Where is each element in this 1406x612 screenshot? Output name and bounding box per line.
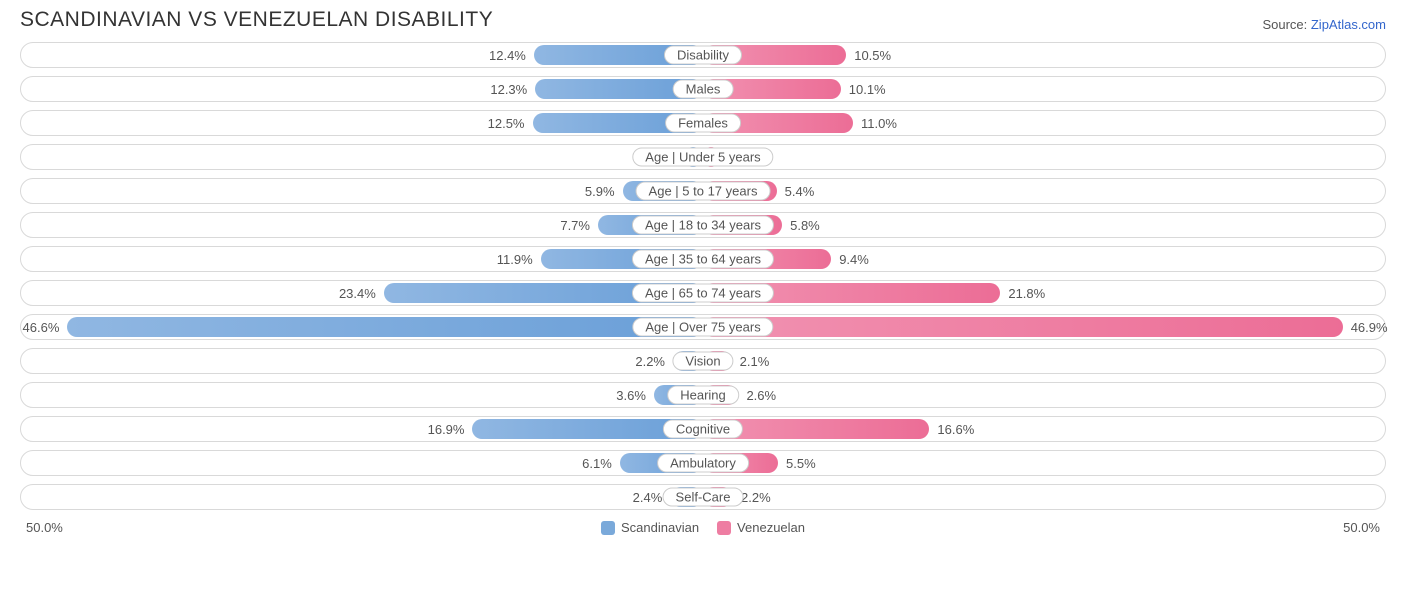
- chart-row: 11.9% 9.4% Age | 35 to 64 years: [20, 246, 1386, 272]
- chart-row: 12.5% 11.0% Females: [20, 110, 1386, 136]
- value-label-right: 10.1%: [841, 77, 886, 101]
- legend-item-left: Scandinavian: [601, 520, 699, 535]
- legend-swatch-right: [717, 521, 731, 535]
- value-label-right: 2.1%: [732, 349, 770, 373]
- axis-max-right: 50.0%: [1343, 520, 1380, 535]
- bar-right: [703, 317, 1343, 337]
- value-label-left: 7.7%: [560, 213, 598, 237]
- source-prefix: Source:: [1262, 17, 1310, 32]
- chart-row: 3.6% 2.6%Hearing: [20, 382, 1386, 408]
- category-label: Cognitive: [663, 420, 743, 439]
- category-label: Hearing: [667, 386, 739, 405]
- chart-row: 23.4% 21.8% Age | 65 to 74 years: [20, 280, 1386, 306]
- value-label-right: 5.4%: [777, 179, 815, 203]
- legend-label-left: Scandinavian: [621, 520, 699, 535]
- value-label-left: 46.6%: [23, 315, 68, 339]
- axis-max-left: 50.0%: [26, 520, 63, 535]
- bar-left: [67, 317, 703, 337]
- value-label-right: 2.6%: [738, 383, 776, 407]
- chart-row: 5.9% 5.4% Age | 5 to 17 years: [20, 178, 1386, 204]
- chart-row: 7.7% 5.8% Age | 18 to 34 years: [20, 212, 1386, 238]
- legend-swatch-left: [601, 521, 615, 535]
- chart-title: SCANDINAVIAN VS VENEZUELAN DISABILITY: [20, 8, 493, 32]
- chart-footer: 50.0% Scandinavian Venezuelan 50.0%: [0, 520, 1406, 542]
- chart-row: 12.4% 10.5% Disability: [20, 42, 1386, 68]
- chart-row: 16.9% 16.6% Cognitive: [20, 416, 1386, 442]
- category-label: Females: [665, 114, 741, 133]
- chart-row: 6.1% 5.5% Ambulatory: [20, 450, 1386, 476]
- chart-row: 46.6% 46.9% Age | Over 75 years: [20, 314, 1386, 340]
- value-label-right: 46.9%: [1343, 315, 1388, 339]
- diverging-bar-chart: 12.4% 10.5% Disability 12.3% 10.1% Males 12.5%…: [0, 36, 1406, 520]
- value-label-right: 5.5%: [778, 451, 816, 475]
- category-label: Age | Over 75 years: [632, 318, 773, 337]
- value-label-right: 16.6%: [929, 417, 974, 441]
- category-label: Males: [673, 80, 734, 99]
- value-label-left: 16.9%: [428, 417, 473, 441]
- value-label-right: 11.0%: [853, 111, 897, 135]
- category-label: Age | 65 to 74 years: [632, 284, 774, 303]
- value-label-left: 2.2%: [635, 349, 673, 373]
- category-label: Self-Care: [663, 488, 744, 507]
- value-label-right: 10.5%: [846, 43, 891, 67]
- source-attribution: Source: ZipAtlas.com: [1262, 17, 1386, 32]
- value-label-left: 12.5%: [488, 111, 533, 135]
- legend: Scandinavian Venezuelan: [601, 520, 805, 535]
- category-label: Vision: [672, 352, 733, 371]
- chart-row: 2.4%2.2%Self-Care: [20, 484, 1386, 510]
- category-label: Age | 35 to 64 years: [632, 250, 774, 269]
- category-label: Ambulatory: [657, 454, 749, 473]
- legend-item-right: Venezuelan: [717, 520, 805, 535]
- value-label-left: 5.9%: [585, 179, 623, 203]
- value-label-left: 11.9%: [497, 247, 541, 271]
- value-label-left: 12.4%: [489, 43, 534, 67]
- chart-row: 12.3% 10.1% Males: [20, 76, 1386, 102]
- chart-row: 2.2% 2.1%Vision: [20, 348, 1386, 374]
- category-label: Age | Under 5 years: [632, 148, 773, 167]
- value-label-right: 5.8%: [782, 213, 820, 237]
- category-label: Disability: [664, 46, 742, 65]
- value-label-left: 12.3%: [490, 77, 535, 101]
- value-label-left: 23.4%: [339, 281, 384, 305]
- legend-label-right: Venezuelan: [737, 520, 805, 535]
- source-link[interactable]: ZipAtlas.com: [1311, 17, 1386, 32]
- chart-row: 1.5%1.2%Age | Under 5 years: [20, 144, 1386, 170]
- value-label-right: 21.8%: [1000, 281, 1045, 305]
- chart-header: SCANDINAVIAN VS VENEZUELAN DISABILITY So…: [0, 0, 1406, 36]
- value-label-left: 3.6%: [616, 383, 654, 407]
- category-label: Age | 18 to 34 years: [632, 216, 774, 235]
- value-label-left: 6.1%: [582, 451, 620, 475]
- category-label: Age | 5 to 17 years: [636, 182, 771, 201]
- value-label-right: 9.4%: [831, 247, 869, 271]
